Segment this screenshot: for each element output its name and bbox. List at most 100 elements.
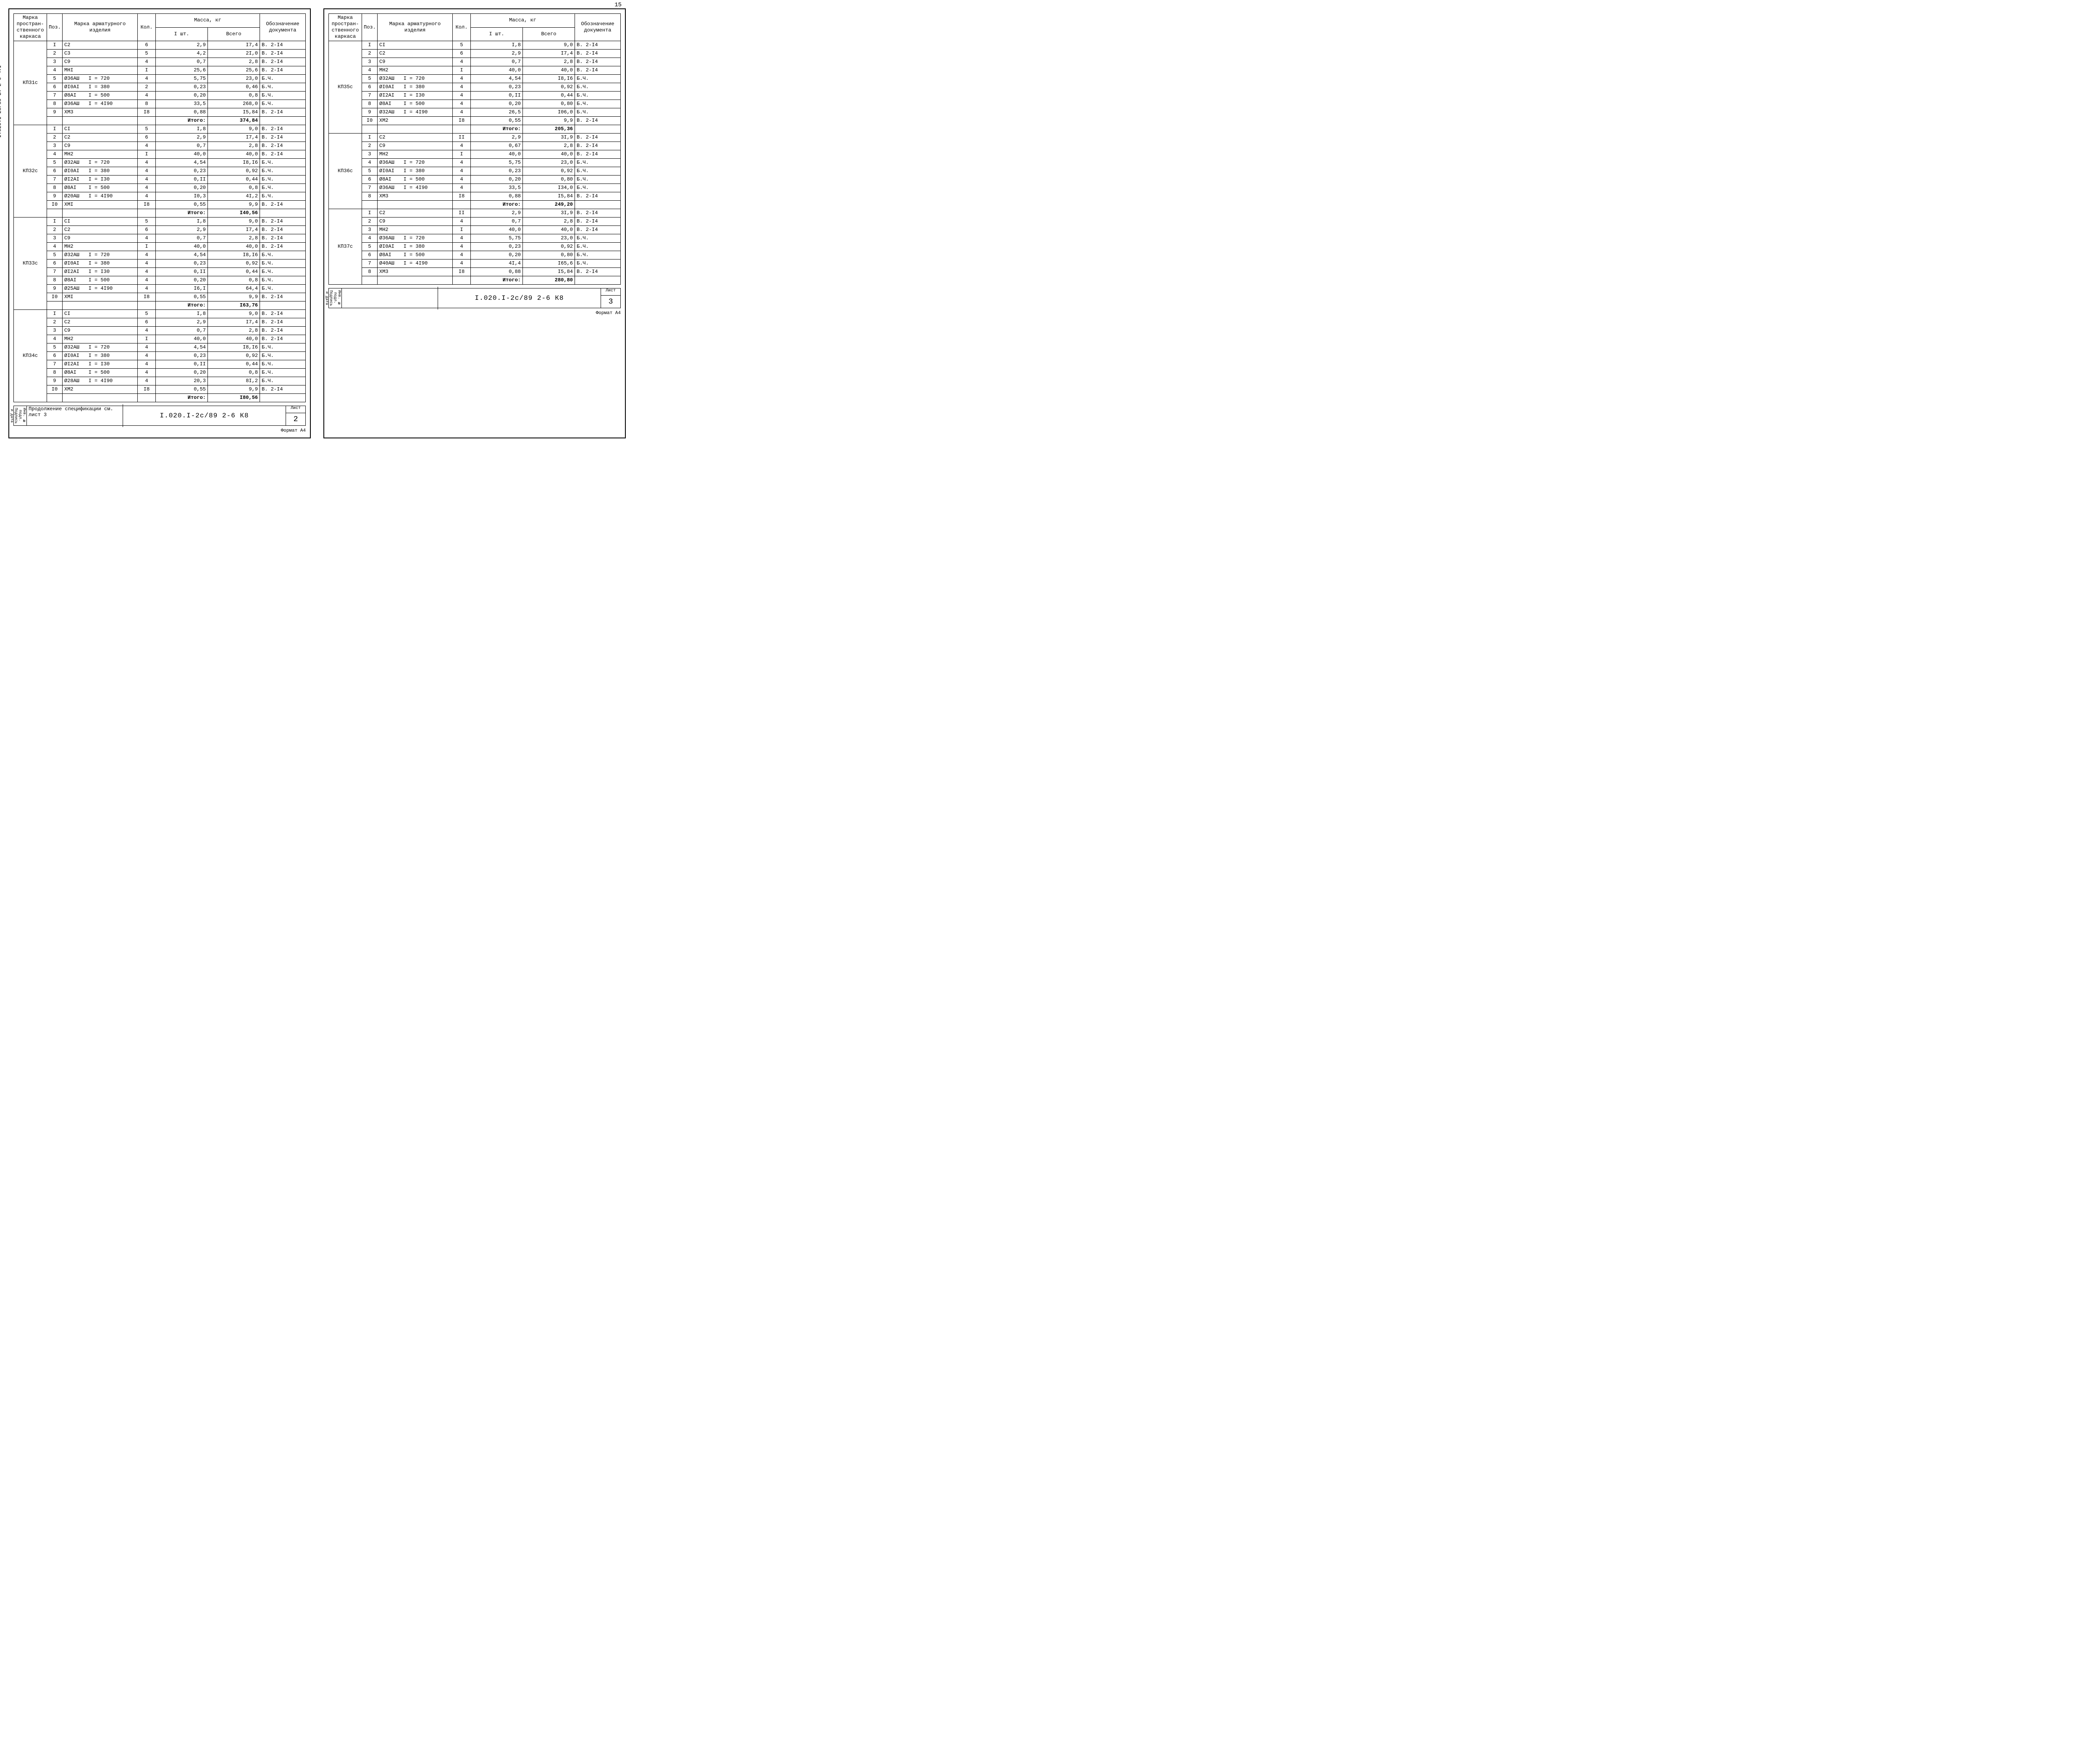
mass-unit-cell: 5,75 bbox=[471, 234, 523, 243]
table-row: 8Ø8АI I = 50040,200,8Б.Ч. bbox=[14, 369, 306, 377]
qty-cell: 4 bbox=[138, 192, 156, 201]
pos-cell: 5 bbox=[362, 167, 378, 176]
table-row: 4МН2I40,040,0В. 2-I4 bbox=[14, 150, 306, 159]
mass-total-cell: I34,0 bbox=[523, 184, 575, 192]
mass-unit-cell: 0,23 bbox=[156, 259, 208, 268]
sheet-number: 2 bbox=[286, 413, 305, 425]
mark-cell: КП34с bbox=[14, 310, 47, 402]
pos-cell: 6 bbox=[362, 83, 378, 92]
mass-unit-cell: 40,0 bbox=[471, 150, 523, 159]
table-row: 8Ø8АI I = 50040,200,80Б.Ч. bbox=[329, 100, 621, 108]
qty-cell: I8 bbox=[138, 108, 156, 117]
table-row: 5ØI0АI I = 38040,230,92Б.Ч. bbox=[329, 167, 621, 176]
qty-cell: I8 bbox=[453, 192, 471, 201]
pos-cell: 8 bbox=[47, 184, 63, 192]
mass-unit-cell: 0,55 bbox=[156, 293, 208, 301]
itogo-row: Итого:I80,56 bbox=[14, 394, 306, 402]
col-pos: Поз. bbox=[362, 14, 378, 41]
col-mass-unit: I шт. bbox=[471, 27, 523, 41]
mass-unit-cell: 0,7 bbox=[156, 58, 208, 66]
qty-cell: I bbox=[453, 226, 471, 234]
pos-cell: 5 bbox=[47, 251, 63, 259]
mass-unit-cell: 0,20 bbox=[156, 184, 208, 192]
mass-total-cell: I65,6 bbox=[523, 259, 575, 268]
mass-total-cell: 25,6 bbox=[208, 66, 260, 75]
mass-total-cell: 0,92 bbox=[523, 243, 575, 251]
pos-cell: I0 bbox=[47, 385, 63, 394]
qty-cell: 4 bbox=[453, 108, 471, 117]
mass-unit-cell: 40,0 bbox=[156, 243, 208, 251]
table-row: КП34сIСI5I,89,0В. 2-I4 bbox=[14, 310, 306, 318]
doc-cell: В. 2-I4 bbox=[260, 218, 306, 226]
col-mark: Марка простран-ственного каркаса bbox=[329, 14, 362, 41]
col-qty: Кол. bbox=[138, 14, 156, 41]
doc-cell: Б.Ч. bbox=[575, 75, 621, 83]
item-cell: Ø8АI I = 500 bbox=[63, 92, 138, 100]
itogo-row: Итого:I40,56 bbox=[14, 209, 306, 218]
doc-cell: В. 2-I4 bbox=[575, 218, 621, 226]
item-cell: Ø32АШ I = 720 bbox=[378, 75, 453, 83]
spec-group: КП32сIСI5I,89,0В. 2-I42С262,9I7,4В. 2-I4… bbox=[14, 125, 306, 218]
col-qty: Кол. bbox=[453, 14, 471, 41]
qty-cell: 4 bbox=[453, 243, 471, 251]
doc-cell: В. 2-I4 bbox=[575, 58, 621, 66]
item-cell: ØI0АI I = 380 bbox=[378, 243, 453, 251]
sheet: I.020.I-2с/89 В. 2-6 ч.IМарка простран-с… bbox=[8, 8, 311, 438]
item-cell: Ø32АШ I = 720 bbox=[63, 159, 138, 167]
item-cell: МН2 bbox=[378, 226, 453, 234]
itogo-value: 374,84 bbox=[208, 117, 260, 125]
qty-cell: 4 bbox=[138, 75, 156, 83]
pos-cell: 5 bbox=[47, 75, 63, 83]
item-cell: С2 bbox=[378, 50, 453, 58]
doc-cell: Б.Ч. bbox=[260, 159, 306, 167]
doc-cell: Б.Ч. bbox=[260, 184, 306, 192]
pos-cell: 9 bbox=[47, 285, 63, 293]
doc-side-label: I.020.I-2с/89 В. 2-6 ч.I bbox=[0, 65, 3, 138]
pos-cell: 6 bbox=[362, 176, 378, 184]
item-cell: С2 bbox=[378, 209, 453, 218]
mass-total-cell: 3I,9 bbox=[523, 209, 575, 218]
mass-unit-cell: 0,20 bbox=[156, 369, 208, 377]
doc-cell: В. 2-I4 bbox=[260, 41, 306, 50]
mass-total-cell: 0,44 bbox=[208, 268, 260, 276]
pos-cell: 7 bbox=[362, 184, 378, 192]
item-cell: ØI0АI I = 380 bbox=[63, 259, 138, 268]
qty-cell: 6 bbox=[138, 134, 156, 142]
pos-cell: I bbox=[47, 41, 63, 50]
qty-cell: 4 bbox=[138, 184, 156, 192]
doc-cell: Б.Ч. bbox=[575, 251, 621, 259]
doc-cell: В. 2-I4 bbox=[575, 192, 621, 201]
doc-cell: Б.Ч. bbox=[260, 251, 306, 259]
pos-cell: 6 bbox=[47, 352, 63, 360]
spec-table: Марка простран-ственного каркасаПоз.Марк… bbox=[328, 13, 621, 285]
item-cell: ØI2АI I = I30 bbox=[63, 360, 138, 369]
item-cell: С9 bbox=[378, 58, 453, 66]
item-cell: МНI bbox=[63, 66, 138, 75]
table-row: 8Ø8АI I = 50040,200,8Б.Ч. bbox=[14, 184, 306, 192]
itogo-label: Итого: bbox=[156, 301, 208, 310]
pos-cell: I0 bbox=[47, 201, 63, 209]
qty-cell: 4 bbox=[453, 142, 471, 150]
mass-unit-cell: 40,0 bbox=[156, 335, 208, 343]
pos-cell: 2 bbox=[47, 134, 63, 142]
mass-unit-cell: 0,23 bbox=[471, 83, 523, 92]
table-row: 6ØI0АI I = 38040,230,92Б.Ч. bbox=[329, 83, 621, 92]
doc-cell: В. 2-I4 bbox=[260, 134, 306, 142]
qty-cell: 4 bbox=[138, 360, 156, 369]
item-cell: ØI0АI I = 380 bbox=[63, 167, 138, 176]
sheet-no-box: Лист3 bbox=[601, 288, 620, 308]
mass-total-cell: 9,9 bbox=[208, 293, 260, 301]
table-row: 9Ø20АШ I = 4I904I0,34I,2Б.Ч. bbox=[14, 192, 306, 201]
doc-cell: В. 2-I4 bbox=[575, 268, 621, 276]
doc-cell: Б.Ч. bbox=[260, 360, 306, 369]
pos-cell: 6 bbox=[362, 251, 378, 259]
qty-cell: 6 bbox=[138, 226, 156, 234]
mass-total-cell: 40,0 bbox=[208, 335, 260, 343]
pos-cell: 8 bbox=[47, 276, 63, 285]
mass-unit-cell: 0,II bbox=[156, 360, 208, 369]
doc-code: I.020.I-2с/89 2-6 К8 bbox=[438, 294, 601, 302]
pos-cell: I0 bbox=[362, 117, 378, 125]
pos-cell: 5 bbox=[47, 343, 63, 352]
table-row: 3С940,72,8В. 2-I4 bbox=[14, 142, 306, 150]
mass-unit-cell: 2,9 bbox=[471, 134, 523, 142]
